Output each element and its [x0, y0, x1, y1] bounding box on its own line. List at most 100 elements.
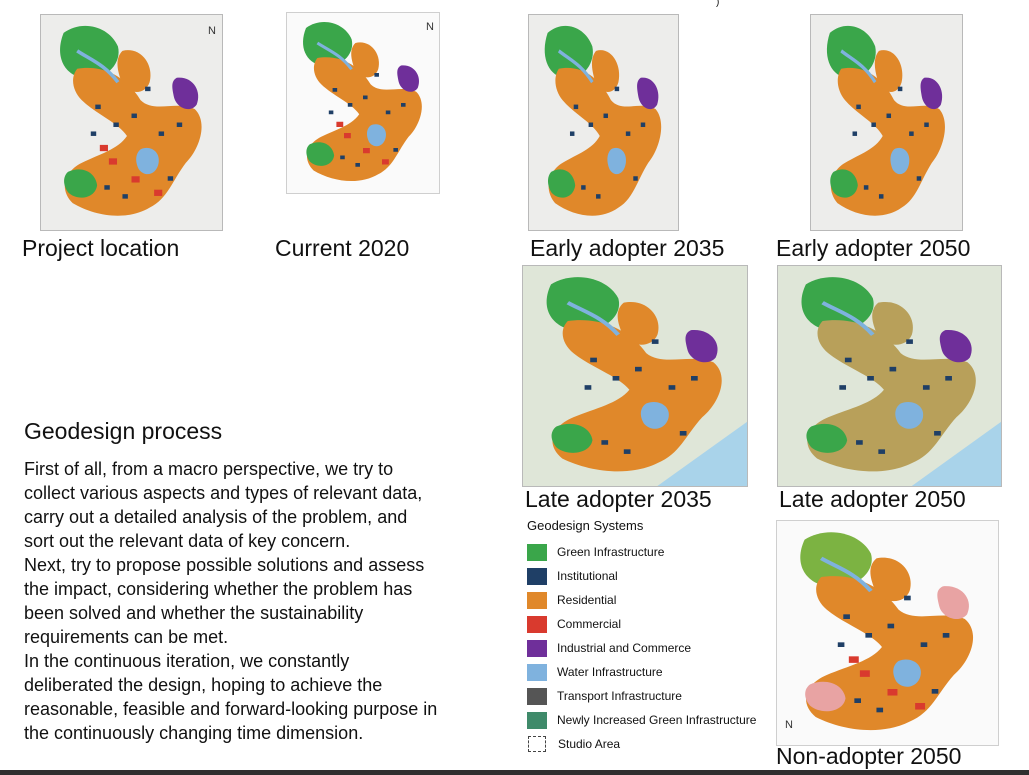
process-line: requirements can be met.	[24, 627, 229, 647]
map-image	[546, 277, 747, 486]
commercial-block	[859, 670, 870, 677]
urban-branch	[874, 50, 903, 92]
process-line: the continuously changing time dimension…	[24, 723, 364, 743]
green-zone	[546, 277, 620, 331]
industrial-zone	[685, 330, 718, 363]
institutional-block	[581, 185, 586, 190]
green-zone	[303, 22, 353, 67]
map-image	[801, 277, 1001, 486]
legend-label: Studio Area	[558, 737, 621, 751]
institutional-block	[668, 385, 676, 390]
legend-swatch	[527, 615, 547, 633]
map-late-adopter-2035	[522, 265, 748, 487]
institutional-block	[167, 176, 174, 181]
institutional-block	[596, 194, 601, 199]
top-text-fragment: )	[716, 0, 720, 8]
caption-early-adopter-2050: Early adopter 2050	[776, 235, 971, 261]
legend-swatch	[527, 567, 547, 585]
institutional-block	[625, 131, 631, 136]
commercial-block	[915, 703, 926, 710]
legend-label: Water Infrastructure	[557, 665, 663, 679]
green-zone	[547, 169, 576, 198]
institutional-block	[863, 185, 869, 190]
legend-item: Commercial	[527, 612, 767, 636]
process-line: sort out the relevant data of key concer…	[24, 531, 351, 551]
water-area	[895, 402, 924, 429]
institutional-block	[867, 376, 874, 381]
institutional-block	[906, 339, 913, 344]
map-late-adopter-2050	[777, 265, 1002, 487]
river-line	[76, 49, 120, 84]
institutional-block	[924, 122, 929, 127]
legend-label: Green Infrastructure	[557, 545, 665, 559]
river-line	[566, 301, 620, 336]
river-line	[557, 49, 594, 84]
map-image	[303, 22, 422, 182]
institutional-block	[837, 642, 845, 647]
institutional-block	[635, 366, 642, 372]
footer-divider	[0, 770, 1029, 775]
river-line	[840, 49, 877, 84]
legend-swatch	[527, 663, 547, 681]
process-body: First of all, from a macro perspective, …	[24, 457, 494, 745]
commercial-block	[344, 133, 351, 139]
institutional-block	[590, 357, 597, 363]
institutional-block	[865, 633, 873, 638]
map-current-2020: N	[286, 12, 440, 194]
green-zone	[801, 277, 874, 331]
legend-swatch	[527, 591, 547, 609]
water-area	[366, 124, 386, 147]
green-zone	[551, 423, 593, 453]
legend-swatch	[527, 639, 547, 657]
institutional-block	[573, 104, 579, 110]
process-line: deliberated the design, hoping to achiev…	[24, 675, 383, 695]
industrial-zone	[939, 330, 972, 363]
legend-item: Green Infrastructure	[527, 540, 767, 564]
commercial-block	[848, 656, 859, 663]
institutional-block	[691, 376, 698, 381]
urban-branch	[117, 50, 151, 92]
institutional-block	[871, 122, 876, 127]
commercial-block	[131, 176, 140, 183]
urban-branch	[591, 50, 620, 92]
legend-item: Transport Infrastructure	[527, 684, 767, 708]
process-line: reasonable, feasible and forward-looking…	[24, 699, 438, 719]
north-arrow-icon: N	[208, 25, 216, 37]
institutional-block	[584, 385, 592, 390]
river-line	[316, 41, 353, 71]
water-area	[893, 659, 921, 687]
institutional-block	[633, 176, 638, 181]
green-zone	[544, 25, 593, 79]
map-early-adopter-2050	[810, 14, 963, 231]
north-arrow-icon: N	[785, 719, 793, 731]
map-early-adopter-2035	[528, 14, 679, 231]
map-image	[544, 25, 662, 216]
institutional-block	[145, 86, 151, 92]
caption-current-2020: Current 2020	[275, 235, 410, 261]
process-line: Next, try to propose possible solutions …	[24, 555, 425, 575]
urban-branch	[617, 301, 659, 345]
institutional-block	[916, 176, 922, 181]
institutional-block	[942, 633, 950, 638]
water-area	[640, 402, 669, 429]
caption-early-adopter-2035: Early adopter 2035	[530, 235, 725, 261]
legend-item: Water Infrastructure	[527, 660, 767, 684]
green-zone	[826, 25, 876, 79]
map-image	[826, 25, 945, 216]
green-zone	[806, 423, 848, 453]
legend-swatch	[527, 711, 547, 729]
industrial-zone	[172, 77, 199, 110]
commercial-block	[99, 144, 108, 152]
legend-label: Industrial and Commerce	[557, 641, 692, 655]
institutional-block	[878, 194, 884, 199]
institutional-block	[887, 623, 895, 629]
institutional-block	[95, 104, 101, 110]
green-zone	[830, 169, 858, 198]
industrial-zone	[637, 77, 659, 110]
process-line: In the continuous iteration, we constant…	[24, 651, 350, 671]
institutional-block	[113, 122, 119, 127]
institutional-block	[854, 698, 861, 703]
institutional-block	[332, 88, 338, 92]
institutional-block	[878, 449, 886, 454]
map-image	[60, 25, 202, 216]
